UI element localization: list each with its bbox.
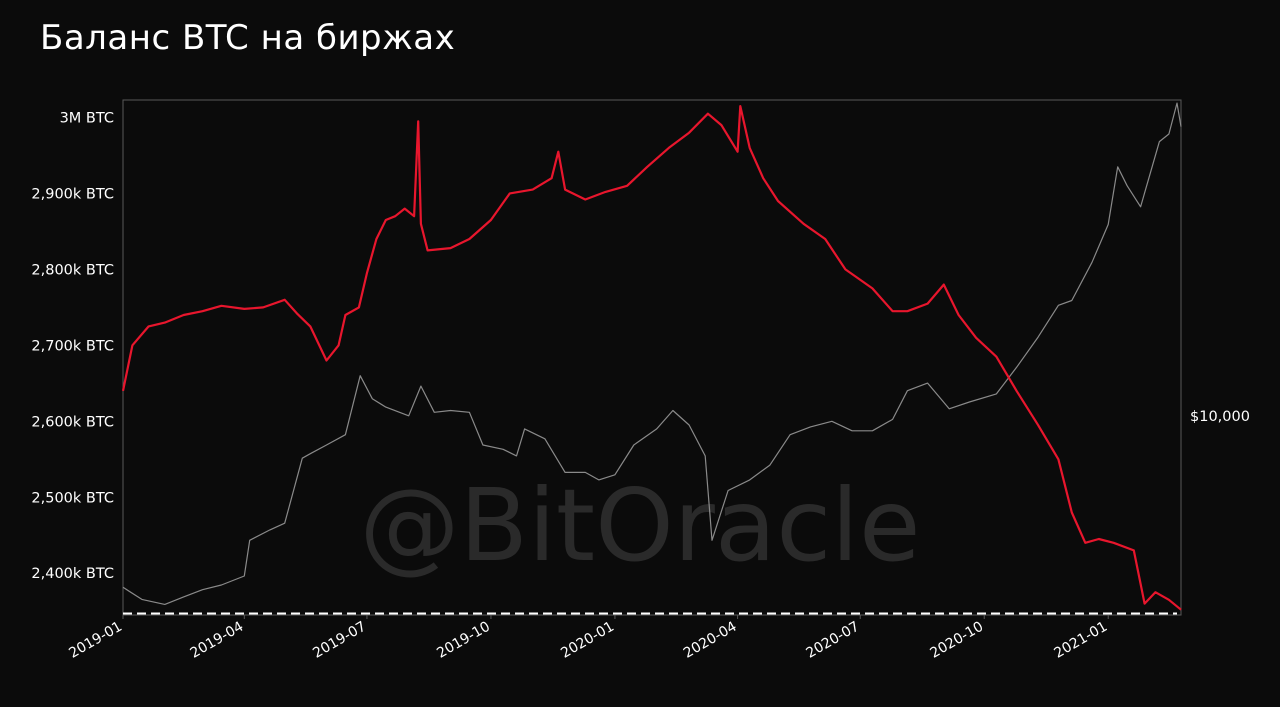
watermark: @BitOracle (360, 467, 921, 584)
x-tick-label: 2019-01 (66, 619, 125, 662)
y-axis-right: $10,000 (1190, 409, 1250, 425)
y-right-tick-label: $10,000 (1190, 409, 1250, 425)
x-tick-label: 2021-01 (1052, 619, 1111, 662)
x-tick-label: 2019-07 (310, 619, 369, 662)
x-tick-label: 2020-01 (558, 619, 617, 662)
x-axis: 2019-01 2019-04 2019-07 2019-10 2020-01 2020-… (66, 615, 1110, 662)
y-tick-label: 2,800k BTC (31, 262, 114, 278)
y-tick-label: 2,400k BTC (31, 566, 114, 582)
btc-balance-line (121, 104, 1182, 611)
y-tick-label: 3M BTC (60, 110, 114, 126)
chart-title: Баланс BTC на биржах (40, 18, 456, 58)
y-axis-left: 2,400k BTC 2,500k BTC 2,600k BTC 2,700k BTC… (31, 110, 114, 582)
y-tick-label: 2,900k BTC (31, 186, 114, 202)
x-tick-label: 2020-10 (928, 619, 987, 662)
series-layer (121, 102, 1182, 611)
btc-price-line (122, 102, 1182, 606)
x-tick-label: 2020-07 (804, 619, 863, 662)
y-tick-label: 2,500k BTC (31, 490, 114, 506)
plot-frame (122, 99, 1182, 616)
y-tick-label: 2,700k BTC (31, 338, 114, 354)
x-tick-label: 2020-04 (681, 619, 740, 662)
x-tick-label: 2019-10 (434, 619, 493, 662)
y-tick-label: 2,600k BTC (31, 414, 114, 430)
x-tick-label: 2019-04 (188, 619, 247, 662)
